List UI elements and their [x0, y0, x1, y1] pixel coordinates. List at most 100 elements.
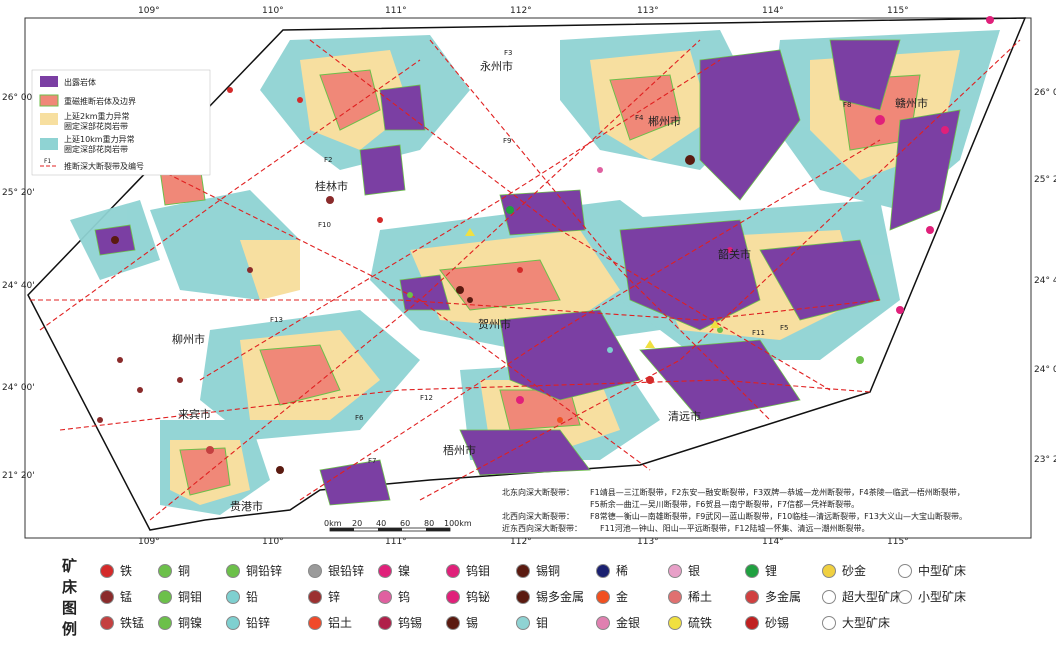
deposit-label: 钨钼: [466, 564, 491, 578]
svg-text:F7: F7: [368, 457, 376, 465]
deposit-label: 铅: [246, 590, 259, 604]
deposit-symbol-icon: [100, 615, 114, 630]
svg-text:24° 00': 24° 00': [2, 383, 35, 393]
deposit-symbol-icon: [100, 563, 114, 578]
city-ganzhou: 赣州市: [895, 96, 928, 110]
svg-text:F1: F1: [44, 158, 51, 165]
city-guigang: 贵港市: [230, 499, 263, 513]
deposit-legend-item: 铜: [158, 562, 190, 579]
deposit-legend-item: 银铅锌: [308, 562, 364, 579]
deposit-label: 锰: [120, 590, 133, 604]
deposit-label: 铜: [178, 564, 191, 578]
svg-text:110°: 110°: [262, 537, 284, 545]
svg-text:0km: 0km: [324, 519, 342, 528]
deposit-symbol-icon: [668, 563, 682, 578]
svg-text:26° 00': 26° 00': [1034, 88, 1056, 98]
svg-text:114°: 114°: [762, 6, 784, 16]
map-legend: 出露岩体 重磁推断岩体及边界 上延2km重力异常圈定深部花岗岩带 上延10km重…: [31, 69, 211, 176]
deposit-symbol-icon: [745, 563, 759, 578]
city-laibin: 来宾市: [178, 407, 211, 421]
city-hezhou: 贺州市: [478, 317, 511, 331]
deposit-label: 铜钼: [178, 590, 203, 604]
deposit-symbol-icon: [378, 615, 392, 630]
legend-swatch-exposed: [40, 76, 58, 87]
deposit-label: 多金属: [765, 590, 802, 604]
deposit-legend-item: 稀土: [668, 588, 712, 605]
svg-text:111°: 111°: [385, 537, 407, 545]
deposit-symbol-icon: [158, 589, 172, 604]
svg-text:推断深大断裂带及编号: 推断深大断裂带及编号: [64, 161, 144, 171]
deposit-label: 锡: [466, 616, 479, 630]
deposit-legend-item: 中型矿床: [898, 562, 966, 579]
deposit-symbol-icon: [446, 563, 460, 578]
bottom-longitude-labels: 109° 110° 111° 112° 113° 114° 115°: [138, 537, 909, 545]
svg-text:26° 00': 26° 00': [2, 93, 35, 103]
deposit-label: 锡铜: [536, 564, 561, 578]
deposit-legend-item: 砂锡: [745, 614, 789, 631]
deposit-label: 银铅锌: [328, 564, 365, 578]
svg-text:F12: F12: [420, 394, 433, 402]
deposit-legend-item: 钨锡: [378, 614, 422, 631]
svg-text:25° 20': 25° 20': [1034, 175, 1056, 185]
deposit-symbol-icon: [898, 589, 912, 604]
deposit-symbol-icon: [822, 589, 836, 604]
deposit-legend-item: 金: [596, 588, 628, 605]
deposit-symbol-icon: [446, 615, 460, 630]
deposit-label: 铅锌: [246, 616, 271, 630]
svg-text:112°: 112°: [510, 537, 532, 545]
svg-text:111°: 111°: [385, 6, 407, 16]
deposit-legend-item: 锌: [308, 588, 340, 605]
svg-text:F11河池—钟山、阳山—平远断裂带，F12陆墟—怀集、清远—: F11河池—钟山、阳山—平远断裂带，F12陆墟—怀集、清远—潮州断裂带。: [600, 523, 870, 533]
deposit-legend-item: 锡: [446, 614, 478, 631]
svg-text:100km: 100km: [444, 519, 472, 528]
deposit-legend-item: 锡多金属: [516, 588, 584, 605]
deposit-label: 铁: [120, 564, 133, 578]
exposed-rock-bodies: [94, 39, 961, 506]
deposit-symbol-icon: [596, 563, 610, 578]
svg-text:60: 60: [400, 519, 410, 528]
city-yongzhou: 永州市: [480, 59, 513, 73]
deposit-symbol-icon: [516, 563, 530, 578]
deposit-legend-item: 钼: [516, 614, 548, 631]
right-latitude-labels: 26° 00' 25° 20' 24° 40' 24° 00' 23° 20': [1034, 88, 1056, 465]
svg-text:115°: 115°: [887, 537, 909, 545]
svg-text:112°: 112°: [510, 6, 532, 16]
deposit-label: 钨铋: [466, 590, 491, 604]
svg-text:25° 20': 25° 20': [2, 188, 35, 198]
deposit-label: 铁锰: [120, 616, 145, 630]
svg-text:23° 20': 23° 20': [1034, 455, 1056, 465]
deposit-symbol-icon: [596, 589, 610, 604]
deposit-legend-item: 锡铜: [516, 562, 560, 579]
fault-lines: [30, 39, 1021, 521]
geological-map: 109° 110° 111° 112° 113° 114° 115° 109° …: [2, 6, 1056, 545]
city-wuzhou: 梧州市: [443, 443, 476, 457]
deposit-symbol-icon: [158, 563, 172, 578]
deposit-legend-item: 钨铋: [446, 588, 490, 605]
svg-text:F9: F9: [503, 137, 511, 145]
svg-text:F1靖县—三江断裂带，F2东安—融安断裂带，F3双牌—恭城—: F1靖县—三江断裂带，F2东安—融安断裂带，F3双牌—恭城—龙州断裂带，F4茶陵…: [590, 487, 965, 497]
svg-text:F2: F2: [324, 156, 332, 164]
svg-text:20: 20: [352, 519, 362, 528]
deposit-symbol-icon: [822, 563, 836, 578]
svg-text:109°: 109°: [138, 6, 160, 16]
deposit-legend-item: 铜钼: [158, 588, 202, 605]
deposit-label: 中型矿床: [918, 564, 967, 578]
svg-text:北西向深大断裂带：: 北西向深大断裂带：: [502, 511, 574, 521]
deposit-label: 小型矿床: [918, 590, 967, 604]
left-latitude-labels: 26° 00' 25° 20' 24° 40' 24° 00' 21° 20': [2, 93, 35, 481]
deposit-symbol-icon: [516, 589, 530, 604]
deposit-symbol-icon: [378, 563, 392, 578]
deposit-symbol-icon: [668, 589, 682, 604]
deposit-symbol-icon: [100, 589, 114, 604]
deposit-legend-item: 铅锌: [226, 614, 270, 631]
legend-swatch-inferred: [39, 94, 59, 107]
deposit-label: 大型矿床: [842, 616, 891, 630]
deposit-symbol-icon: [822, 615, 836, 630]
deposit-legend-item: 金银: [596, 614, 640, 631]
deposit-legend-item: 钨: [378, 588, 410, 605]
legend-swatch-gravity-2km: [40, 113, 58, 125]
svg-text:F3: F3: [504, 49, 512, 57]
deposit-symbol-icon: [446, 589, 460, 604]
city-qingyuan: 清远市: [668, 409, 701, 423]
deposit-label: 铝土: [328, 616, 353, 630]
